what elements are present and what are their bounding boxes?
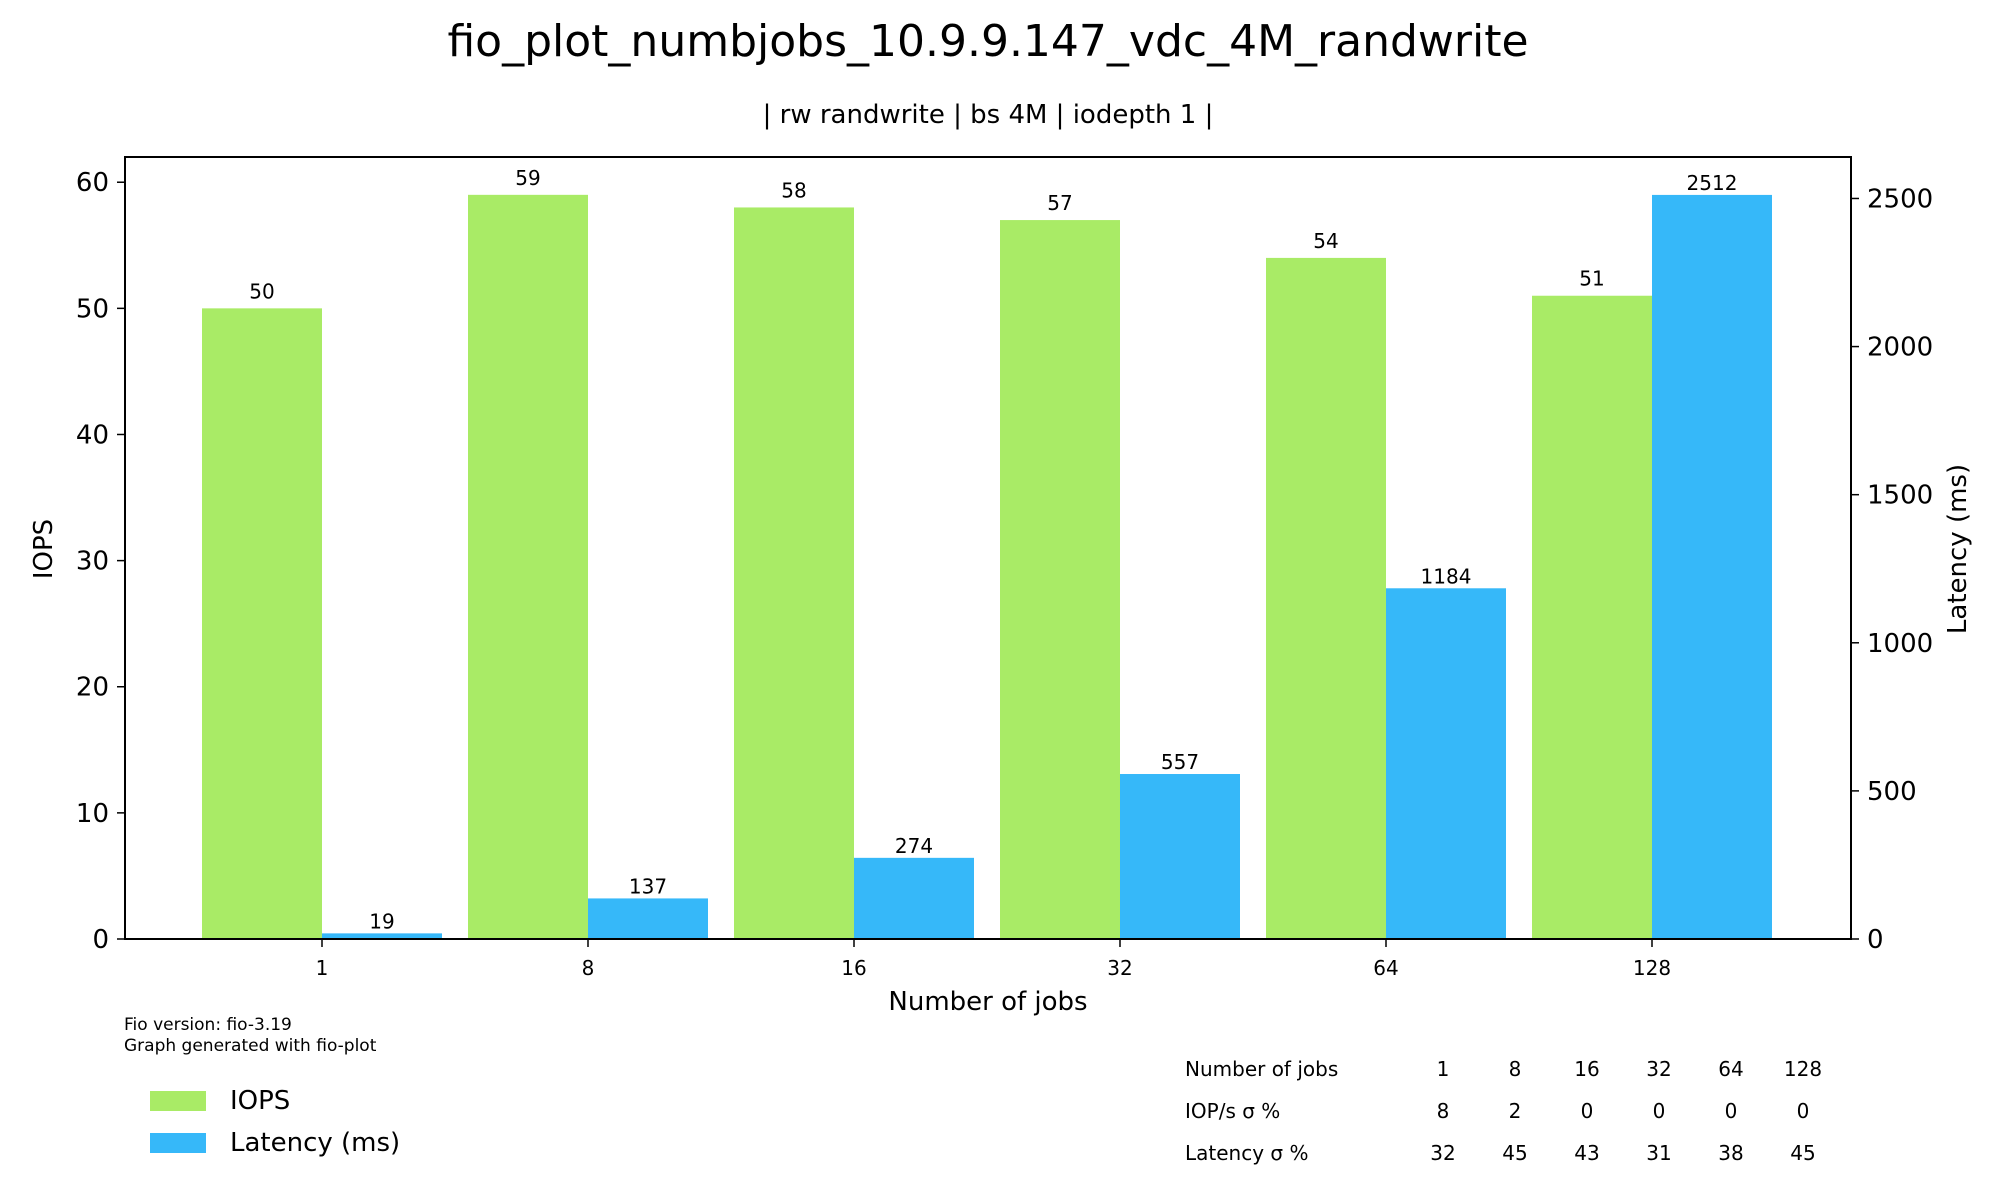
stats-row-latency-sigma: Latency σ % 32 45 43 31 38 45 xyxy=(1185,1132,1839,1174)
bar-latency xyxy=(588,898,708,939)
bar-label-latency: 2512 xyxy=(1687,171,1738,195)
bar-label-iops: 58 xyxy=(781,178,806,202)
y-tick-label: 40 xyxy=(76,420,109,450)
x-tick-label: 32 xyxy=(1107,956,1132,980)
y-tick-label: 50 xyxy=(76,294,109,324)
bar-latency xyxy=(322,933,442,939)
x-tick-label: 64 xyxy=(1373,956,1398,980)
stats-row-label: Number of jobs xyxy=(1185,1057,1339,1081)
y-tick-label: 30 xyxy=(76,547,109,577)
bar-iops xyxy=(1532,295,1652,939)
bar-iops xyxy=(1000,220,1120,939)
bar-label-iops: 59 xyxy=(515,166,540,190)
x-tick-label: 1 xyxy=(316,956,329,980)
bar-latency xyxy=(1652,194,1772,939)
stats-cell: 64 xyxy=(1718,1057,1744,1081)
bar-label-iops: 57 xyxy=(1047,191,1072,215)
ticks-layer: 1 8 16 32 64 128 0 10 20 30 40 50 60 0 500 1000 1500 2000… xyxy=(76,168,1933,980)
plot-frame xyxy=(124,156,1852,940)
stats-row-label: IOP/s σ % xyxy=(1185,1099,1281,1123)
x-tick-label: 8 xyxy=(582,956,595,980)
stats-cell: 45 xyxy=(1790,1141,1816,1165)
stats-cell: 0 xyxy=(1580,1099,1594,1123)
y-tick-label: 60 xyxy=(76,168,109,198)
stats-cell: 2 xyxy=(1508,1099,1522,1123)
legend: IOPS Latency (ms) xyxy=(150,1080,400,1164)
legend-swatch-latency xyxy=(150,1133,206,1153)
stats-cell: 1 xyxy=(1436,1057,1450,1081)
bar-latency xyxy=(1386,588,1506,939)
stats-cell: 8 xyxy=(1508,1057,1522,1081)
legend-swatch-iops xyxy=(150,1091,206,1111)
y2-tick-label: 2500 xyxy=(1867,184,1933,214)
bar-label-latency: 137 xyxy=(629,874,667,898)
y2-tick-label: 1000 xyxy=(1867,629,1933,659)
stats-cell: 0 xyxy=(1724,1099,1738,1123)
y2-axis-label: Latency (ms) xyxy=(1943,464,1973,634)
bar-iops xyxy=(468,194,588,939)
bar-iops xyxy=(202,308,322,939)
stats-row-label: Latency σ % xyxy=(1185,1141,1309,1165)
stats-cell: 32 xyxy=(1646,1057,1672,1081)
bar-label-iops: 50 xyxy=(249,279,274,303)
y2-tick-label: 0 xyxy=(1867,925,1884,955)
stats-table: Number of jobs 1 8 16 32 64 128 IOP/s σ … xyxy=(1185,1048,1839,1174)
footer-note: Fio version: fio-3.19 Graph generated wi… xyxy=(124,1015,376,1057)
bar-label-latency: 1184 xyxy=(1421,564,1472,588)
bar-iops xyxy=(734,207,854,940)
stats-cell: 16 xyxy=(1574,1057,1600,1081)
bar-latency xyxy=(1120,774,1240,939)
x-tick-label: 128 xyxy=(1633,956,1671,980)
bar-label-iops: 51 xyxy=(1579,267,1604,291)
bar-label-latency: 274 xyxy=(895,834,933,858)
stats-row-iops-sigma: IOP/s σ % 8 2 0 0 0 0 xyxy=(1185,1090,1839,1132)
legend-item-iops: IOPS xyxy=(150,1080,400,1122)
stats-cell: 8 xyxy=(1436,1099,1450,1123)
chart-title: fio_plot_numbjobs_10.9.9.147_vdc_4M_rand… xyxy=(447,16,1528,67)
stats-cell: 0 xyxy=(1796,1099,1810,1123)
stats-cell: 0 xyxy=(1652,1099,1666,1123)
stats-cell: 32 xyxy=(1430,1141,1456,1165)
bar-label-latency: 557 xyxy=(1161,750,1199,774)
stats-cell: 38 xyxy=(1718,1141,1744,1165)
bar-labels-layer: 50 19 59 137 58 274 57 557 54 1184 51 2512 xyxy=(249,166,1737,934)
legend-label-latency: Latency (ms) xyxy=(230,1128,401,1158)
bar-label-iops: 54 xyxy=(1313,229,1338,253)
legend-label-iops: IOPS xyxy=(230,1086,291,1116)
stats-cell: 31 xyxy=(1646,1141,1672,1165)
chart-subtitle: | rw randwrite | bs 4M | iodepth 1 | xyxy=(763,100,1214,130)
y2-tick-label: 2000 xyxy=(1867,333,1933,363)
bar-latency xyxy=(854,857,974,939)
x-tick-label: 16 xyxy=(841,956,866,980)
fio-version-text: Fio version: fio-3.19 xyxy=(124,1015,292,1035)
y2-tick-label: 500 xyxy=(1867,777,1917,807)
bar-iops xyxy=(1266,257,1386,940)
generator-text: Graph generated with fio-plot xyxy=(124,1036,377,1056)
y-tick-label: 20 xyxy=(76,673,109,703)
bars-layer xyxy=(202,194,1772,940)
y2-tick-label: 1500 xyxy=(1867,481,1933,511)
y-tick-label: 0 xyxy=(92,925,109,955)
stats-cell: 128 xyxy=(1783,1057,1823,1081)
legend-item-latency: Latency (ms) xyxy=(150,1122,400,1164)
y-axis-label: IOPS xyxy=(29,519,59,579)
stats-cell: 45 xyxy=(1502,1141,1528,1165)
stats-row-jobs: Number of jobs 1 8 16 32 64 128 xyxy=(1185,1048,1839,1090)
x-axis-label: Number of jobs xyxy=(888,987,1087,1017)
bar-label-latency: 19 xyxy=(369,909,394,933)
stats-cell: 43 xyxy=(1574,1141,1600,1165)
y-tick-label: 10 xyxy=(76,799,109,829)
